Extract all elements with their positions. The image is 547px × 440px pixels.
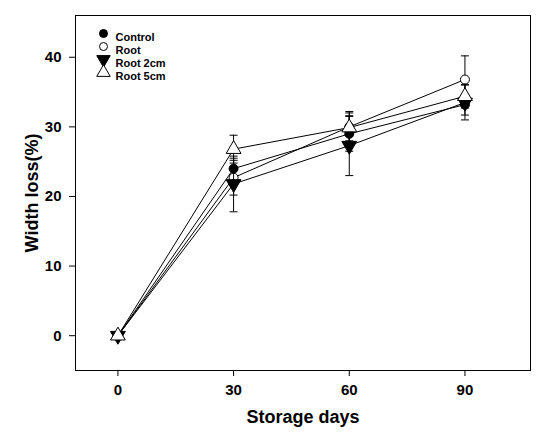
svg-text:40: 40 xyxy=(45,48,62,65)
svg-text:0: 0 xyxy=(114,381,122,398)
svg-text:Control: Control xyxy=(116,31,155,43)
svg-text:30: 30 xyxy=(45,118,62,135)
svg-text:20: 20 xyxy=(45,187,62,204)
svg-text:60: 60 xyxy=(341,381,358,398)
svg-text:Root: Root xyxy=(116,44,141,56)
svg-text:Storage days: Storage days xyxy=(246,407,359,427)
svg-text:0: 0 xyxy=(53,326,61,343)
svg-text:30: 30 xyxy=(225,381,242,398)
svg-text:90: 90 xyxy=(457,381,474,398)
svg-text:Root 2cm: Root 2cm xyxy=(116,57,166,69)
svg-text:Width loss(%): Width loss(%) xyxy=(22,134,42,253)
svg-text:Root 5cm: Root 5cm xyxy=(116,70,166,82)
svg-text:10: 10 xyxy=(45,257,62,274)
